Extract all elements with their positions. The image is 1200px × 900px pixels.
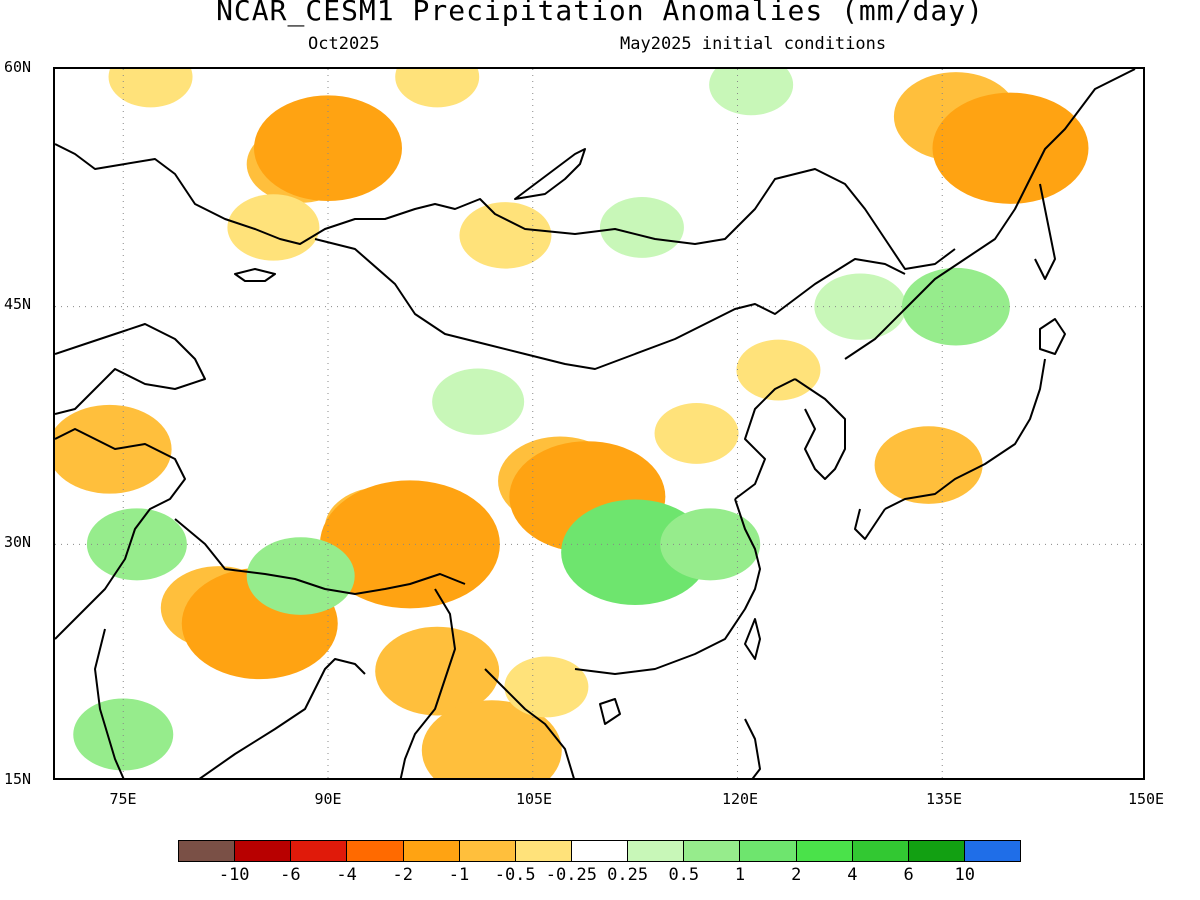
colorbar-label: 10 — [954, 865, 976, 885]
colorbar-swatch-11 — [796, 841, 853, 861]
coast-hokkaido — [1039, 318, 1066, 355]
colorbar-swatch-9 — [684, 841, 741, 861]
colorbar-swatch-14 — [964, 841, 1021, 861]
border-central-asia — [55, 323, 206, 415]
lat-label-60n: 60N — [4, 58, 32, 76]
colorbar-swatch-4 — [403, 841, 460, 861]
anomaly-region-5 — [395, 69, 480, 108]
coast-india-east — [94, 628, 125, 778]
coast-hainan — [599, 698, 621, 725]
lat-label-45n: 45N — [4, 295, 32, 313]
anomaly-region-22 — [874, 426, 983, 504]
anomaly-region-1 — [254, 95, 402, 202]
colorbar-label: -6 — [280, 865, 301, 885]
anomaly-region-8 — [709, 69, 794, 116]
colorbar-label: 1 — [734, 865, 746, 885]
coast-taiwan — [744, 618, 761, 660]
coast-south-china — [574, 498, 761, 675]
anomaly-region-26 — [246, 537, 355, 615]
anomaly-region-29 — [432, 368, 525, 435]
coast-bay-of-bengal — [198, 658, 366, 778]
anomaly-region-27 — [86, 508, 187, 581]
colorbar-swatch-0 — [179, 841, 236, 861]
coast-luzon — [744, 718, 761, 778]
colorbar-label: -1 — [448, 865, 470, 885]
anomaly-region-18 — [421, 700, 562, 778]
map-panel — [53, 67, 1145, 780]
lon-label-120e: 120E — [721, 790, 759, 808]
anomaly-shading — [55, 69, 1089, 778]
anomaly-region-19 — [504, 656, 589, 718]
colorbar-swatch-10 — [740, 841, 797, 861]
border-himalaya — [174, 518, 466, 595]
coast-kyushu — [854, 508, 886, 540]
lat-label-30n: 30N — [4, 533, 32, 551]
colorbar — [178, 840, 1021, 862]
forecast-month: Oct2025 — [308, 34, 380, 54]
anomaly-region-30 — [814, 273, 907, 340]
graticule — [55, 69, 1143, 778]
anomaly-region-14 — [55, 404, 172, 494]
coastlines — [55, 69, 1136, 778]
coast-bohai — [734, 378, 796, 500]
coast-honshu — [884, 358, 1046, 510]
lake-baikal — [514, 148, 586, 200]
anomaly-region-20 — [654, 403, 739, 464]
lon-label-135e: 135E — [925, 790, 963, 808]
colorbar-label: 6 — [903, 865, 914, 885]
colorbar-label: 2 — [791, 865, 802, 885]
anomaly-region-7 — [932, 92, 1089, 204]
border-myanmar — [399, 588, 456, 778]
colorbar-swatch-12 — [852, 841, 909, 861]
colorbar-label: 4 — [847, 865, 858, 885]
anomaly-region-25 — [660, 508, 761, 581]
colorbar-label: -0.25 — [545, 865, 597, 885]
border-kazakh-russia — [55, 143, 956, 270]
coast-far-east — [844, 69, 1136, 360]
anomaly-region-21 — [736, 339, 821, 401]
colorbar-swatch-2 — [291, 841, 348, 861]
anomaly-region-9 — [599, 197, 684, 258]
colorbar-label: 0.5 — [668, 865, 700, 885]
colorbar-swatch-1 — [235, 841, 292, 861]
colorbar-label: -4 — [336, 865, 357, 885]
anomaly-region-4 — [108, 69, 193, 108]
coast-korea — [794, 378, 846, 480]
anomaly-region-3 — [459, 202, 552, 269]
colorbar-swatch-13 — [908, 841, 965, 861]
lon-label-105e: 105E — [515, 790, 553, 808]
coast-sakhalin — [1034, 183, 1056, 280]
lake-balkhash — [234, 268, 276, 282]
precip-anomaly-map — [55, 69, 1143, 778]
lat-label-15n: 15N — [4, 770, 32, 788]
colorbar-label: -0.5 — [494, 865, 536, 885]
border-mongolia-china — [314, 238, 906, 370]
initial-conditions: May2025 initial conditions — [620, 34, 887, 54]
anomaly-region-2 — [227, 194, 320, 261]
colorbar-label: -2 — [392, 865, 414, 885]
colorbar-swatch-8 — [628, 841, 685, 861]
colorbar-swatch-7 — [571, 841, 629, 861]
anomaly-region-17 — [375, 626, 500, 716]
colorbar-label: -10 — [218, 865, 250, 885]
lon-label-90e: 90E — [314, 790, 342, 808]
coast-indochina — [484, 668, 575, 778]
lon-label-75e: 75E — [109, 790, 137, 808]
colorbar-swatch-5 — [459, 841, 516, 861]
colorbar-swatch-6 — [515, 841, 572, 861]
lon-label-150e: 150E — [1127, 790, 1165, 808]
map-title: NCAR_CESM1 Precipitation Anomalies (mm/d… — [216, 0, 984, 27]
border-india-north — [55, 428, 186, 640]
colorbar-label: 0.25 — [607, 865, 649, 885]
colorbar-swatch-3 — [347, 841, 404, 861]
anomaly-region-28 — [73, 698, 174, 771]
